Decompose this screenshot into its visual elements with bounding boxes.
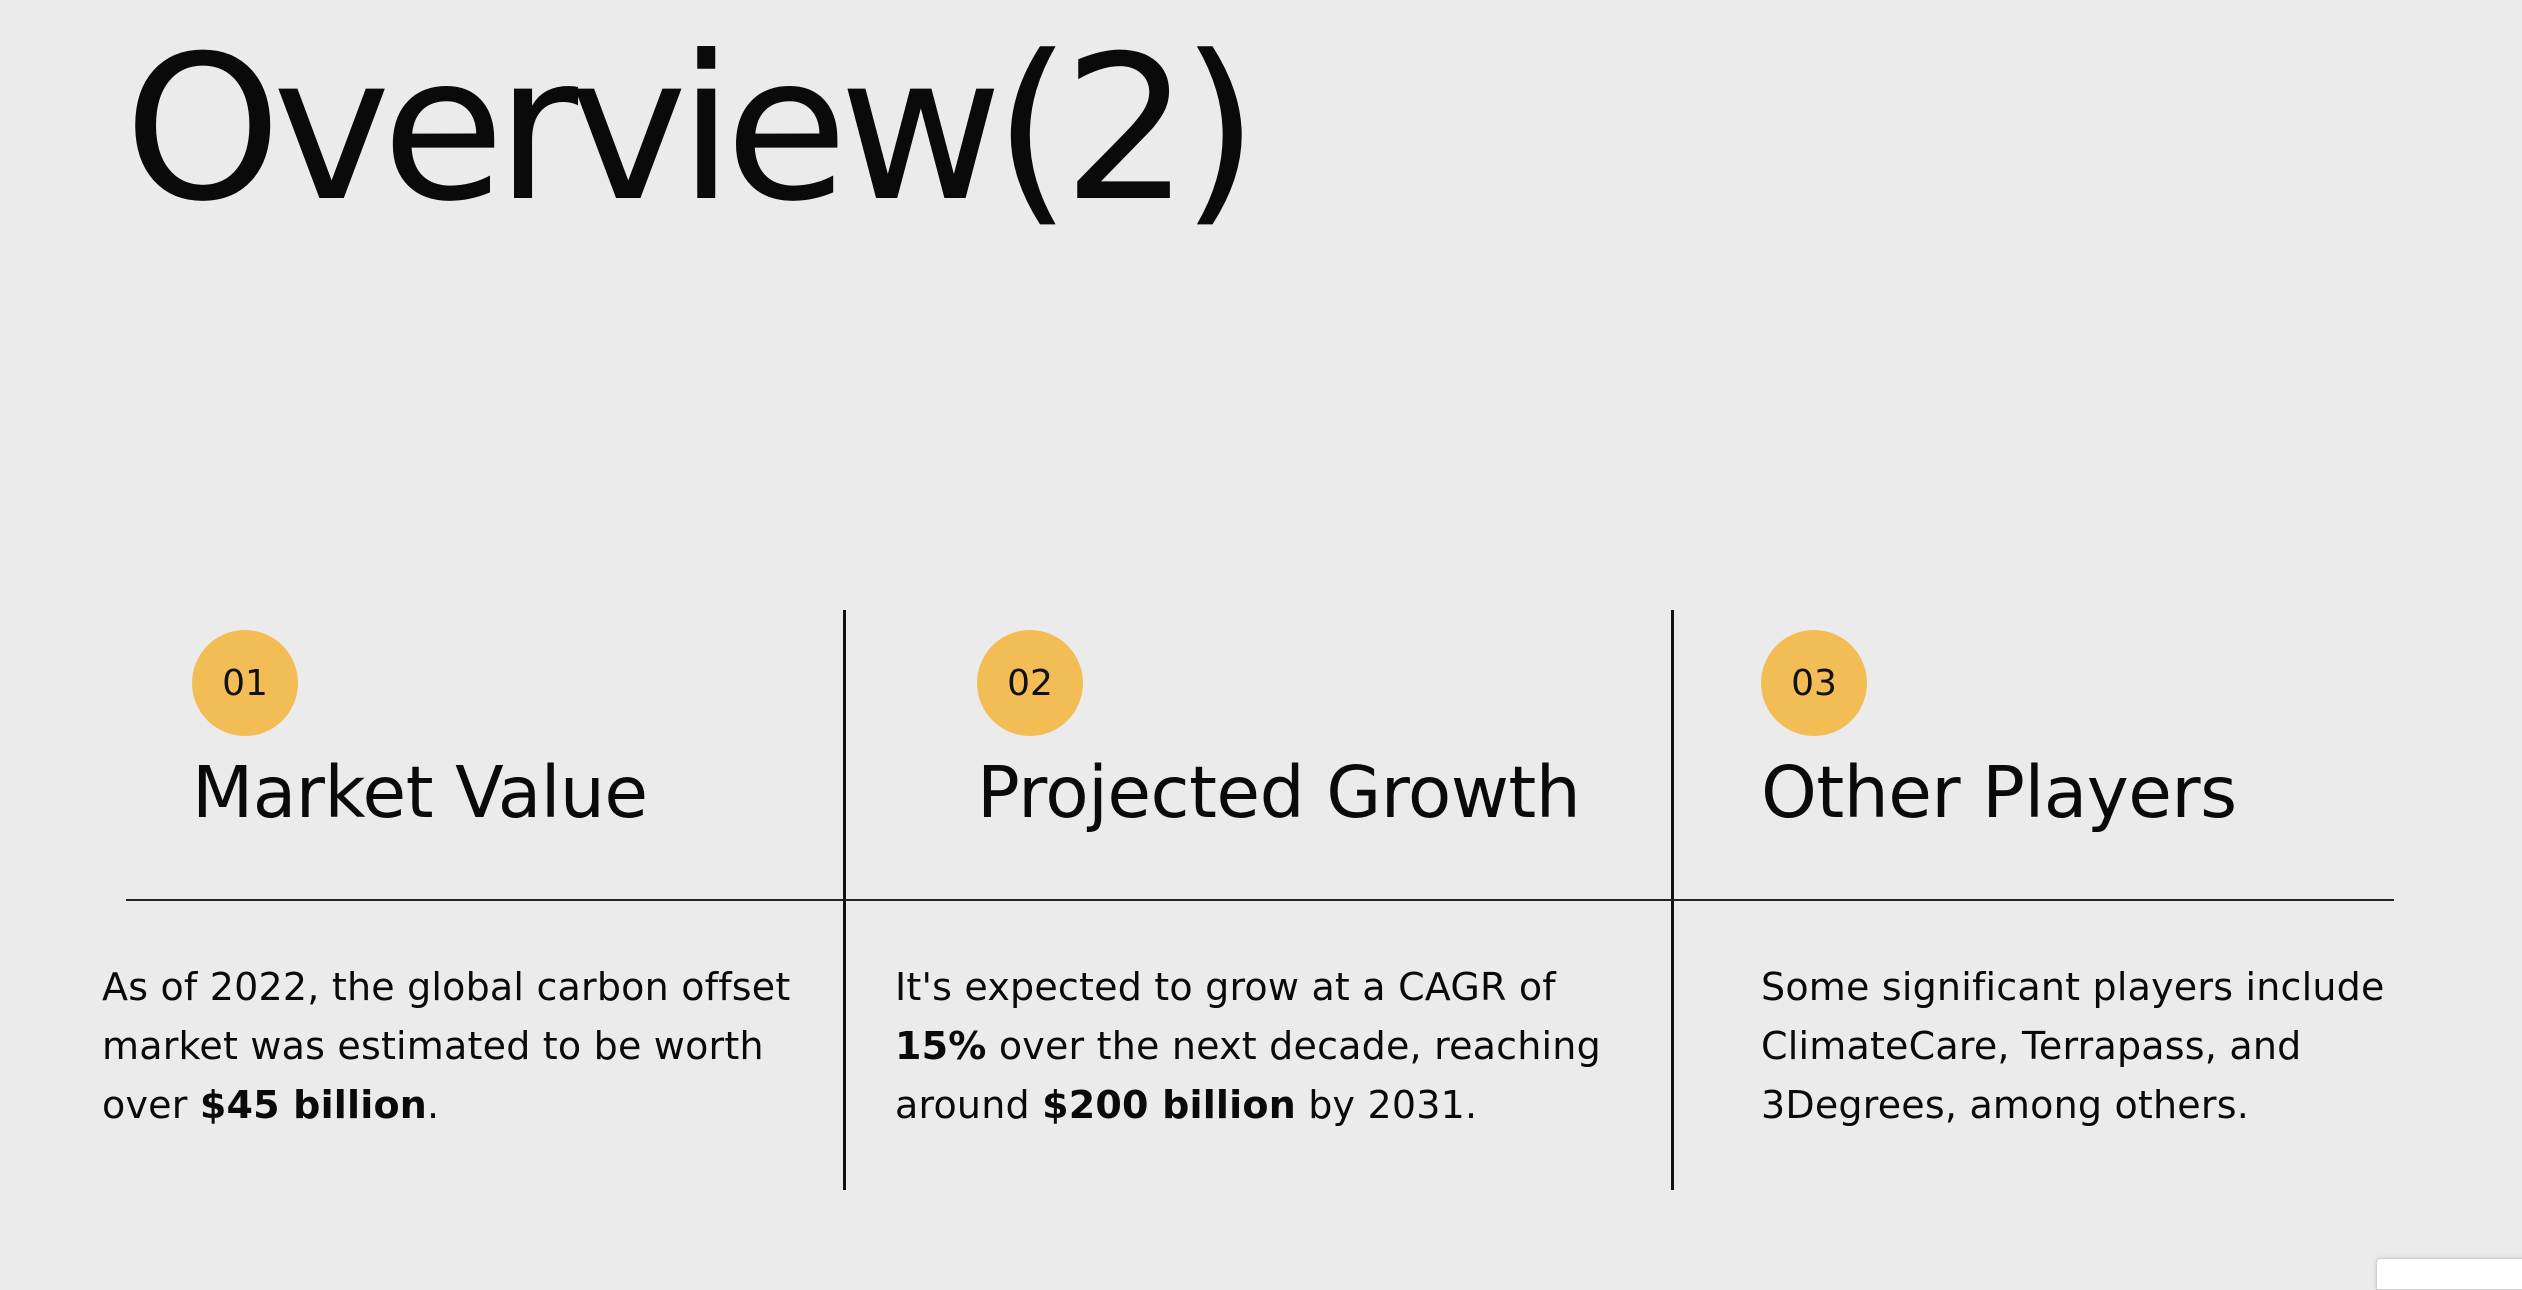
body-text-segment: by 2031. [1295,1083,1478,1127]
highlight-cagr: 15% [895,1024,987,1068]
number-badge-03: 03 [1761,630,1867,736]
heading-projected-growth: Projected Growth [977,751,1581,834]
corner-popup-tab[interactable] [2376,1258,2522,1290]
highlight-value: $45 billion [199,1083,428,1127]
body-text-segment: Some significant players include Climate… [1761,965,2385,1127]
body-other-players: Some significant players include Climate… [1761,958,2501,1135]
body-text-segment: over the next decade, reaching around [895,1024,1601,1127]
heading-other-players: Other Players [1761,751,2237,834]
highlight-value: $200 billion [1042,1083,1296,1127]
number-badge-01: 01 [192,630,298,736]
body-market-value: As of 2022, the global carbon offset mar… [102,958,802,1135]
body-text-segment: . [427,1083,440,1127]
body-projected-growth: It's expected to grow at a CAGR of 15% o… [895,958,1655,1135]
body-text-segment: It's expected to grow at a CAGR of [895,965,1556,1009]
slide-title: Overview(2) [124,13,1259,246]
horizontal-divider [126,899,2394,901]
number-badge-02: 02 [977,630,1083,736]
body-text-segment: As of 2022, the global carbon offset mar… [102,965,791,1127]
heading-market-value: Market Value [192,751,648,834]
